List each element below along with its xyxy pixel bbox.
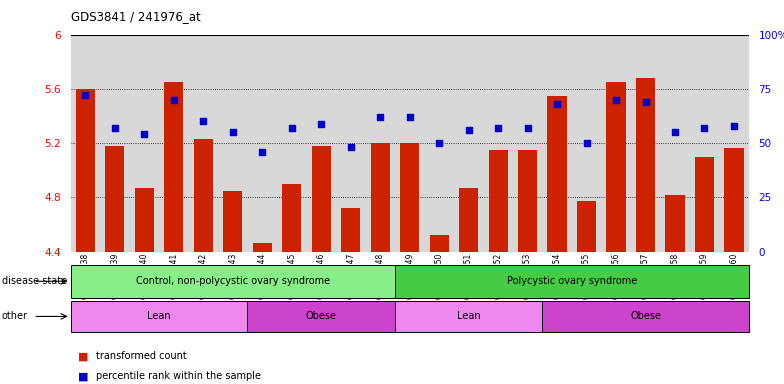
Text: other: other <box>2 311 27 321</box>
Bar <box>223 190 242 252</box>
Bar <box>724 149 743 252</box>
Point <box>256 149 268 155</box>
Point <box>433 140 445 146</box>
Bar <box>105 146 125 252</box>
Point <box>403 114 416 120</box>
Point <box>374 114 387 120</box>
Point <box>79 92 92 98</box>
Bar <box>164 82 183 252</box>
Bar <box>518 150 537 252</box>
Bar <box>341 208 361 252</box>
Text: Lean: Lean <box>457 311 481 321</box>
Point <box>108 125 121 131</box>
Text: Lean: Lean <box>147 311 171 321</box>
Bar <box>695 157 714 252</box>
Bar <box>543 301 749 332</box>
Bar <box>395 265 749 298</box>
Bar <box>395 301 543 332</box>
Point <box>728 122 740 129</box>
Bar <box>135 188 154 252</box>
Text: GDS3841 / 241976_at: GDS3841 / 241976_at <box>71 10 200 23</box>
Bar <box>311 146 331 252</box>
Point <box>285 125 298 131</box>
Text: percentile rank within the sample: percentile rank within the sample <box>96 371 260 381</box>
Bar <box>607 82 626 252</box>
Point <box>168 97 180 103</box>
Bar <box>636 78 655 252</box>
Point <box>463 127 475 133</box>
Point <box>315 121 328 127</box>
Bar <box>71 265 395 298</box>
Bar <box>577 201 596 252</box>
Point <box>521 125 534 131</box>
Text: Control, non-polycystic ovary syndrome: Control, non-polycystic ovary syndrome <box>136 276 330 286</box>
Bar <box>71 301 248 332</box>
Text: disease state: disease state <box>2 276 67 286</box>
Bar <box>252 243 272 252</box>
Point <box>197 118 209 124</box>
Bar <box>282 184 301 252</box>
Point <box>669 129 681 135</box>
Point <box>580 140 593 146</box>
Text: ■: ■ <box>78 371 89 381</box>
Point <box>227 129 239 135</box>
Bar <box>371 143 390 252</box>
Bar <box>666 195 684 252</box>
Point <box>639 99 652 105</box>
Text: Obese: Obese <box>306 311 336 321</box>
Bar <box>430 235 448 252</box>
Point <box>610 97 622 103</box>
Text: Obese: Obese <box>630 311 661 321</box>
Bar <box>400 143 419 252</box>
Bar <box>76 89 95 252</box>
Point <box>699 125 711 131</box>
Point <box>551 101 564 107</box>
Text: transformed count: transformed count <box>96 351 187 361</box>
Bar <box>248 301 395 332</box>
Bar <box>194 139 212 252</box>
Point <box>344 144 357 151</box>
Text: Polycystic ovary syndrome: Polycystic ovary syndrome <box>506 276 637 286</box>
Text: ■: ■ <box>78 351 89 361</box>
Bar <box>547 96 567 252</box>
Point <box>492 125 504 131</box>
Bar <box>488 150 508 252</box>
Point <box>138 131 151 137</box>
Bar <box>459 188 478 252</box>
